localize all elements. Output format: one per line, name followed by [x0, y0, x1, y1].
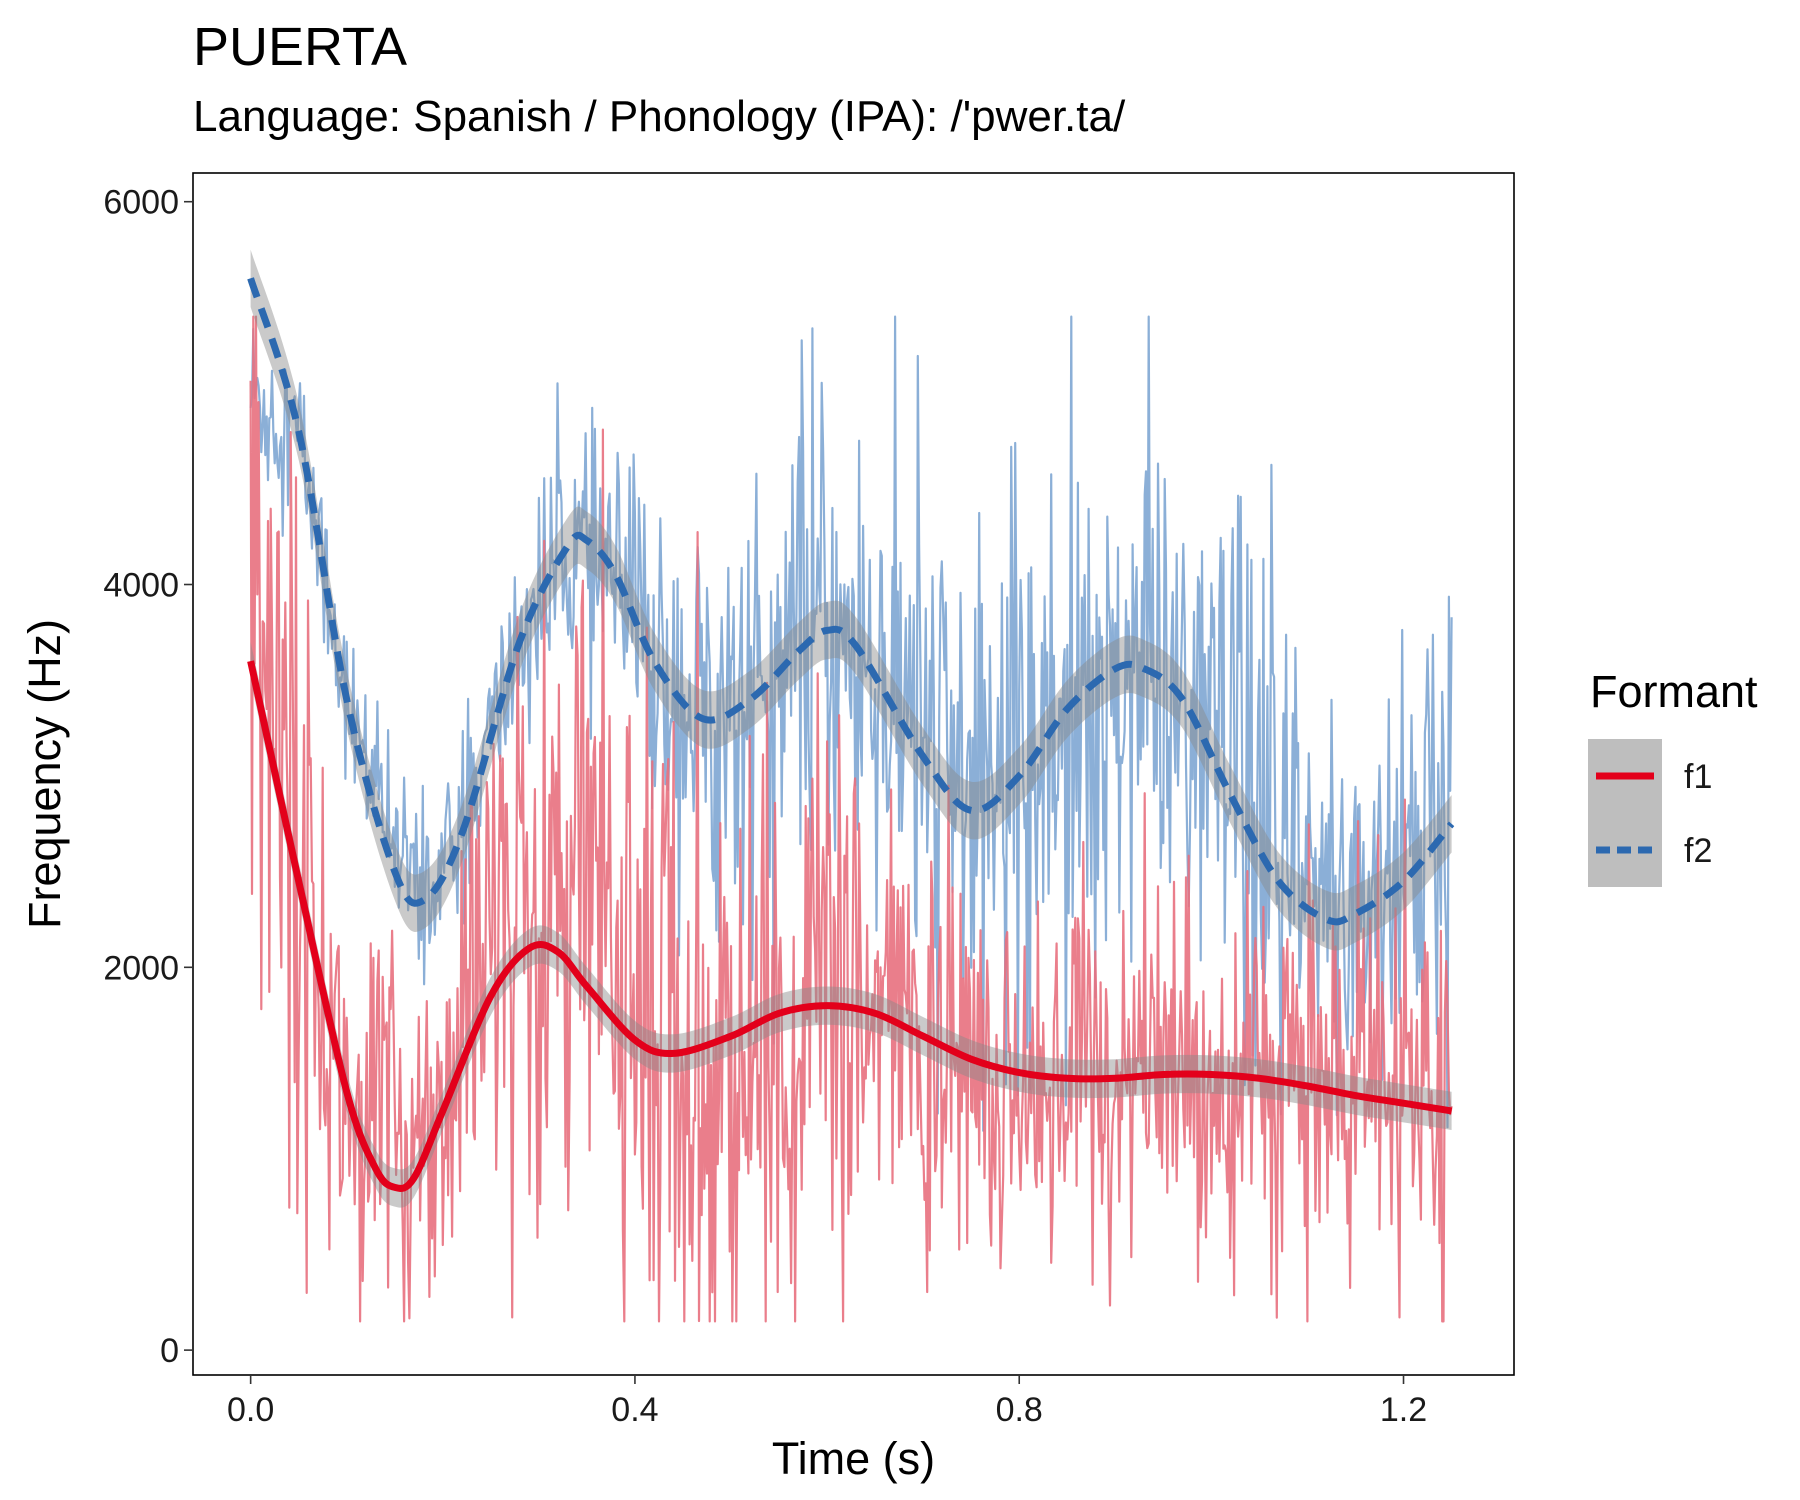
x-tick-label: 0.0: [227, 1391, 274, 1429]
y-axis-label: Frequency (Hz): [19, 619, 70, 929]
plot-panel-border: [192, 172, 1515, 1376]
y-tick-label: 4000: [103, 567, 179, 605]
raw-measurements: [249, 315, 1453, 1323]
y-tick-label: 6000: [103, 184, 179, 222]
y-tick-label: 2000: [103, 949, 179, 987]
confidence-bands: [250, 249, 1452, 1208]
x-axis-label: Time (s): [772, 1433, 935, 1484]
smoothed-lines: [247, 277, 1455, 1192]
x-tick-label: 1.2: [1380, 1391, 1427, 1429]
smooth-line-f2: [247, 277, 1455, 926]
smooth-line-f1: [247, 660, 1453, 1192]
legend-title: Formant: [1590, 666, 1758, 717]
legend-label-f2: f2: [1684, 832, 1712, 870]
legend: Formant f1 f2: [1588, 666, 1758, 887]
chart-title: PUERTA: [193, 17, 408, 77]
x-tick-label: 0.8: [996, 1391, 1043, 1429]
y-tick-label: 0: [160, 1332, 179, 1370]
legend-label-f1: f1: [1684, 758, 1712, 796]
chart-subtitle: Language: Spanish / Phonology (IPA): /'p…: [193, 92, 1126, 141]
confidence-band-f1: [250, 641, 1452, 1208]
x-tick-label: 0.4: [611, 1391, 658, 1429]
axes: 0.0 0.4 0.8 1.2 0 2000 4000 6000: [103, 184, 1427, 1429]
